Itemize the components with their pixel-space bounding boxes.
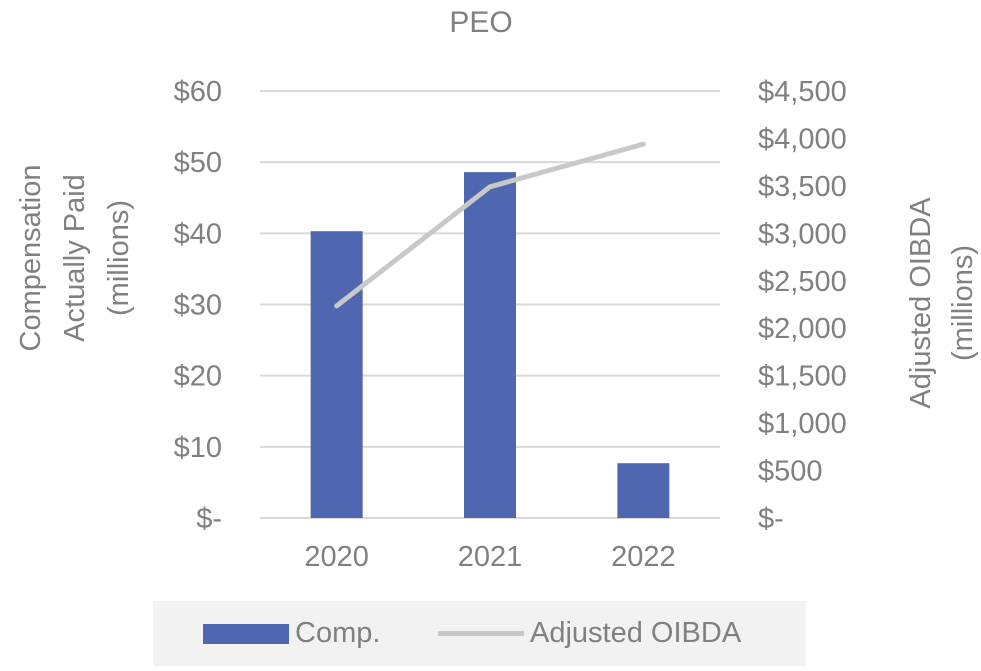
left-tick-label: $40 [174,218,222,250]
left-tick-label: $50 [174,147,222,179]
right-tick-label: $2,500 [758,266,847,298]
chart-title: PEO [449,6,512,39]
right-tick-label: $500 [758,456,823,488]
bar [310,231,363,518]
bar [464,172,516,518]
left-tick-label: $20 [174,361,222,393]
right-tick-label: $4,500 [758,76,847,108]
legend-label-adjusted-oibda: Adjusted OIBDA [530,617,742,649]
legend-swatch-comp [203,623,289,644]
legend-item-adjusted-oibda: Adjusted OIBDA [438,601,741,666]
left-axis-tick-labels: $- $10 $20 $30 $40 $50 $60 [174,76,222,535]
left-axis-title: Compensation Actually Paid (millions) [15,165,135,352]
left-axis-title-line: Compensation [15,165,47,352]
legend-label-comp: Comp. [295,617,381,649]
bar [617,463,670,518]
legend-swatch-adjusted-oibda [438,631,524,636]
right-axis-title-line: Adjusted OIBDA [905,197,937,409]
right-axis-title: Adjusted OIBDA (millions) [905,197,979,409]
left-axis-title-line: (millions) [103,200,135,316]
x-tick-label: 2021 [458,541,523,573]
legend: Comp. Adjusted OIBDA [153,601,806,666]
line-series-adjusted-oibda [334,141,646,309]
right-tick-label: $1,500 [758,361,847,393]
right-tick-label: $4,000 [758,123,847,155]
right-tick-label: $2,000 [758,313,847,345]
left-axis-title-line: Actually Paid [59,174,91,342]
left-tick-label: $30 [174,290,222,322]
left-tick-label: $60 [174,76,222,108]
right-tick-label: $3,000 [758,218,847,250]
right-axis-title-line: (millions) [947,245,979,361]
legend-item-comp: Comp. [203,601,380,666]
x-tick-label: 2020 [304,541,369,573]
right-tick-label: $- [758,503,784,535]
right-tick-label: $3,500 [758,171,847,203]
x-axis-tick-labels: 2020 2021 2022 [304,541,675,573]
left-tick-label: $10 [174,432,222,464]
x-tick-label: 2022 [611,541,676,573]
right-axis-tick-labels: $- $500 $1,000 $1,500 $2,000 $2,500 $3,000 $3,5… [758,76,847,535]
left-tick-label: $- [196,503,222,535]
bar-series-comp [310,172,670,518]
right-tick-label: $1,000 [758,408,847,440]
series-line [334,141,646,309]
